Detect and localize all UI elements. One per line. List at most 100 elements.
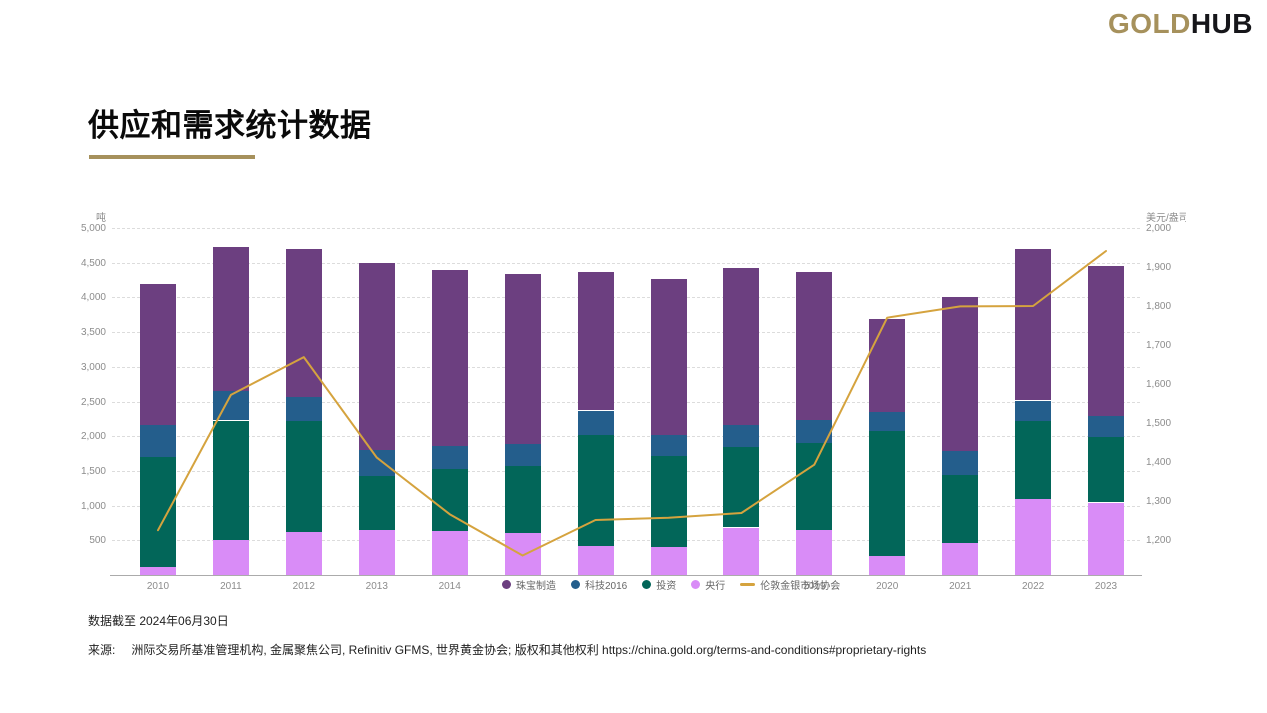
bar-2010-珠宝制造[interactable] [140, 283, 176, 426]
legend-label: 投资 [656, 581, 677, 592]
bar-2019-珠宝制造[interactable] [796, 272, 833, 421]
bar-2010-科技2016[interactable] [140, 425, 176, 457]
bar-2022-珠宝制造[interactable] [1015, 248, 1052, 401]
bar-2013-珠宝制造[interactable] [358, 262, 395, 451]
x-axis-label: 2014 [438, 581, 461, 592]
bar-2022-央行[interactable] [1015, 498, 1052, 575]
bar-2022-投资[interactable] [1015, 421, 1052, 499]
bar-2019-科技2016[interactable] [796, 420, 833, 444]
left-axis-tick: 3,000 [80, 361, 106, 373]
bar-2013-科技2016[interactable] [358, 450, 395, 476]
source-text: 洲际交易所基准管理机构, 金属聚焦公司, Refinitiv GFMS, 世界黄… [131, 643, 927, 657]
left-axis-tick: 4,000 [80, 292, 106, 304]
bar-2015-投资[interactable] [504, 466, 541, 534]
bar-2013-央行[interactable] [358, 530, 395, 575]
legend-item-投资[interactable]: 投资 [642, 577, 676, 592]
right-axis-title: 美元/盎司 [1146, 213, 1186, 224]
bar-2012-科技2016[interactable] [285, 396, 322, 422]
left-axis-tick: 500 [89, 535, 106, 547]
bar-2014-科技2016[interactable] [431, 445, 468, 469]
bar-2011-投资[interactable] [212, 420, 249, 540]
bar-2023-珠宝制造[interactable] [1088, 265, 1124, 417]
bar-2017-投资[interactable] [650, 456, 687, 548]
bar-2016-科技2016[interactable] [577, 410, 614, 436]
gridline [112, 401, 1140, 403]
bar-2015-央行[interactable] [504, 533, 541, 575]
bar-2011-珠宝制造[interactable] [212, 247, 249, 391]
bar-2017-央行[interactable] [650, 547, 687, 575]
gridline [112, 297, 1140, 299]
legend-item-央行[interactable]: 央行 [691, 577, 725, 592]
gridline [112, 470, 1140, 472]
bar-2023-央行[interactable] [1088, 502, 1124, 575]
bar-2019-投资[interactable] [796, 443, 833, 531]
left-axis-tick: 1,000 [80, 500, 106, 512]
page-title: 供应和需求统计数据 [88, 108, 372, 143]
x-axis-label: 2019 [803, 581, 826, 592]
gridline [112, 332, 1140, 334]
legend-dot-marker [691, 580, 701, 589]
bar-2021-科技2016[interactable] [942, 451, 979, 475]
bar-2013-投资[interactable] [358, 475, 395, 531]
bar-2019-央行[interactable] [796, 530, 833, 575]
data-as-of-note: 数据截至 2024年06月30日 [88, 614, 229, 628]
bar-2021-珠宝制造[interactable] [942, 297, 979, 452]
legend-item-珠宝制造[interactable]: 珠宝制造 [502, 577, 556, 592]
bar-2018-科技2016[interactable] [723, 425, 760, 448]
x-axis-label: 2012 [292, 581, 315, 592]
bar-2023-投资[interactable] [1088, 437, 1124, 503]
right-axis-tick: 2,000 [1146, 223, 1172, 234]
x-axis-line [110, 575, 1142, 576]
gridline [112, 366, 1140, 368]
bar-2020-央行[interactable] [869, 556, 906, 575]
gridline [112, 436, 1140, 438]
bar-2021-央行[interactable] [942, 543, 979, 575]
lbma-price-line[interactable] [157, 250, 1107, 557]
bar-2017-科技2016[interactable] [650, 435, 687, 456]
bar-2010-央行[interactable] [140, 567, 176, 575]
legend-item-伦敦金银市场协会[interactable]: 伦敦金银市场协会 [740, 577, 840, 592]
bar-2015-科技2016[interactable] [504, 444, 541, 467]
bar-2018-珠宝制造[interactable] [723, 267, 760, 426]
bar-2022-科技2016[interactable] [1015, 400, 1052, 422]
bar-2018-央行[interactable] [723, 527, 760, 575]
bar-2016-央行[interactable] [577, 546, 614, 575]
gridline [112, 505, 1140, 507]
legend-dot-marker [571, 580, 580, 589]
right-axis-tick: 1,500 [1146, 417, 1172, 429]
bar-2014-珠宝制造[interactable] [431, 270, 468, 446]
legend-line-marker [740, 583, 756, 586]
bar-2012-投资[interactable] [285, 421, 322, 533]
bar-2016-投资[interactable] [577, 435, 614, 547]
bar-2017-珠宝制造[interactable] [650, 279, 687, 436]
bar-2016-珠宝制造[interactable] [577, 271, 614, 411]
left-axis-tick: 2,000 [80, 431, 106, 443]
bar-2011-央行[interactable] [212, 539, 249, 575]
bar-2010-投资[interactable] [140, 457, 176, 568]
bar-2012-央行[interactable] [285, 532, 322, 575]
right-axis-tick: 1,600 [1146, 378, 1172, 390]
right-axis-tick: 1,900 [1146, 261, 1172, 273]
right-axis-tick: 1,200 [1146, 534, 1172, 546]
logo-gold-text: GOLD [1107, 8, 1191, 39]
left-axis-tick: 2,500 [80, 396, 106, 408]
bar-2015-珠宝制造[interactable] [504, 273, 541, 445]
left-axis-tick: 1,500 [80, 465, 106, 477]
bar-2020-科技2016[interactable] [869, 411, 906, 432]
source-label: 来源: [88, 643, 116, 657]
bar-2020-投资[interactable] [869, 431, 906, 557]
title-underline [89, 155, 255, 159]
bar-2023-科技2016[interactable] [1088, 416, 1124, 438]
bar-2020-珠宝制造[interactable] [869, 319, 906, 412]
legend-item-科技2016[interactable]: 科技2016 [571, 577, 627, 592]
bar-2014-央行[interactable] [431, 531, 468, 575]
left-axis-tick: 4,500 [80, 257, 106, 269]
goldhub-logo: GOLDHUB [1108, 8, 1253, 40]
legend-label: 珠宝制造 [516, 581, 556, 592]
bar-2021-投资[interactable] [942, 474, 979, 544]
left-axis-tick: 3,500 [80, 327, 106, 339]
left-axis-title: 吨 [96, 213, 106, 224]
